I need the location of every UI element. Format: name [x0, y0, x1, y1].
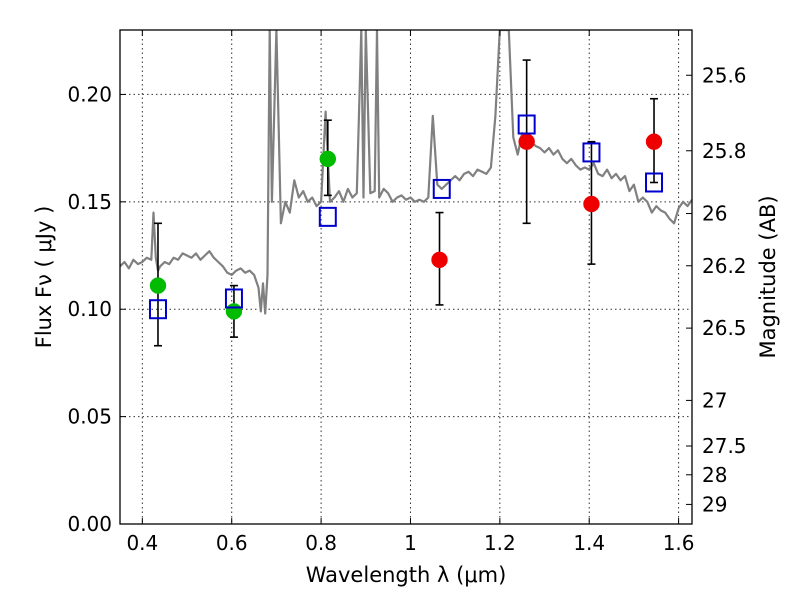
x-axis-label: Wavelength λ (μm) [306, 563, 507, 587]
data-point-square [224, 288, 243, 309]
data-point-square [517, 114, 536, 135]
data-point-circle [645, 133, 663, 150]
secondary-y-axis-label: Magnitude (AB) [756, 195, 780, 358]
x-tick-label: 0.8 [305, 531, 337, 555]
x-tick-label: 0.6 [216, 531, 248, 555]
x-tick-label: 0.4 [126, 531, 158, 555]
y-tick-label: 0.05 [67, 405, 112, 429]
y2-tick-label: 27 [702, 388, 727, 412]
y-axis-label: Flux Fν ( μJy ) [32, 206, 56, 349]
data-point-square [318, 206, 337, 227]
error-bar-layer [153, 59, 659, 347]
data-point-circle [583, 195, 600, 213]
y-tick-label: 0.15 [67, 190, 112, 214]
data-point-circle [319, 150, 337, 168]
y2-tick-label: 28 [702, 463, 727, 487]
y2-tick-label: 26.2 [702, 254, 747, 278]
x-tick-label: 1.2 [484, 531, 516, 555]
y2-tick-label: 27.5 [702, 434, 747, 458]
spectrum-layer [120, 30, 692, 315]
data-point-circle [431, 251, 448, 269]
y2-tick-label: 25.8 [702, 139, 747, 163]
y2-tick-label: 26 [702, 202, 727, 226]
plot-frame [119, 29, 693, 525]
data-point-circle [149, 277, 167, 294]
y2-tick-label: 29 [702, 492, 727, 516]
y-tick-label: 0.20 [67, 82, 112, 106]
y2-tick-label: 26.5 [702, 316, 747, 340]
marker-layer [148, 114, 664, 320]
spectrum-line [120, 30, 692, 315]
data-point-square [148, 299, 167, 320]
y2-tick-label: 25.6 [702, 63, 747, 87]
y-tick-label: 0.00 [67, 512, 112, 536]
x-tick-label: 1.6 [663, 531, 695, 555]
grid [120, 30, 692, 525]
data-point-square [432, 178, 451, 199]
y-tick-label: 0.10 [67, 297, 112, 321]
axes: 0.4 0.6 0.8 1 1.2 1.4 1.6 0.00 0.05 0.10 0.15 0.20 2… [67, 29, 747, 555]
data-point-square [645, 172, 664, 193]
data-point-circle [518, 133, 535, 150]
data-point-circle [225, 303, 243, 320]
x-tick-label: 1.4 [573, 531, 605, 555]
data-point-square [582, 142, 601, 163]
x-tick-label: 1 [404, 531, 417, 555]
